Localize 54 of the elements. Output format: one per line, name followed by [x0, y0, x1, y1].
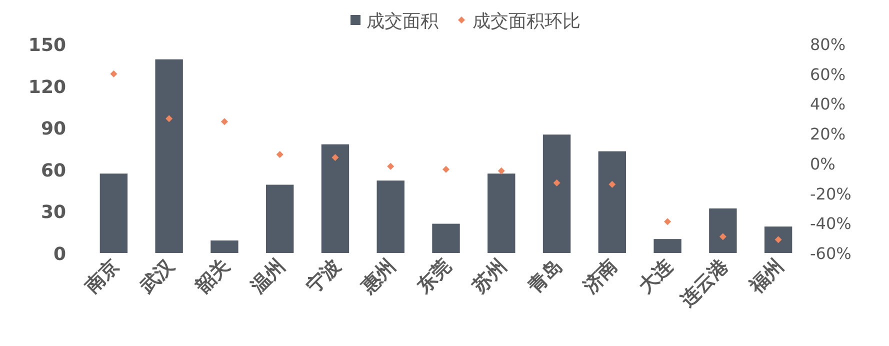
- y2-tick-label: 80%: [810, 35, 846, 54]
- point: [608, 180, 616, 188]
- x-tick-label: 韶关: [190, 254, 234, 298]
- point: [332, 154, 339, 161]
- x-tick-label: 苏州: [468, 254, 511, 298]
- y2-tick-label: -40%: [810, 214, 852, 234]
- x-tick-label: 武汉: [135, 254, 180, 298]
- x-tick-label: 东莞: [412, 254, 456, 298]
- y2-tick-label: 20%: [810, 124, 846, 144]
- x-tick-label: 温州: [246, 254, 290, 298]
- bar: [598, 151, 626, 253]
- point: [220, 118, 228, 126]
- legend-label: 成交面积: [366, 11, 438, 32]
- x-tick-label: 惠州: [357, 254, 400, 298]
- bar: [542, 134, 571, 253]
- bar: [100, 174, 128, 253]
- y-tick-label: 150: [28, 35, 66, 56]
- point: [498, 167, 505, 174]
- point: [110, 70, 118, 78]
- y-tick-label: 60: [40, 160, 66, 182]
- y-tick-label: 30: [40, 202, 66, 224]
- x-tick-label: 大连: [634, 254, 678, 298]
- point: [276, 150, 284, 158]
- point: [553, 179, 560, 186]
- legend-label: 成交面积环比: [472, 11, 580, 32]
- x-tick-label: 连云港: [676, 254, 734, 312]
- x-tick-label: 济南: [578, 254, 622, 298]
- y2-tick-label: -60%: [810, 244, 852, 263]
- x-tick-label: 青岛: [523, 254, 566, 298]
- y2-tick-label: 40%: [810, 94, 846, 114]
- y-tick-label: 90: [40, 118, 66, 140]
- point: [166, 115, 173, 122]
- bar: [376, 180, 404, 253]
- y2-tick-label: 60%: [810, 64, 846, 84]
- bar: [654, 239, 682, 253]
- x-tick-label: 宁波: [302, 254, 345, 298]
- bar: [488, 174, 516, 253]
- x-tick-label: 南京: [80, 254, 124, 298]
- bar: [210, 240, 238, 253]
- bar: [155, 59, 183, 253]
- x-tick-label: 福州: [744, 254, 788, 298]
- point: [719, 233, 726, 240]
- y-tick-label: 120: [28, 76, 66, 98]
- point: [664, 218, 672, 226]
- point: [387, 162, 394, 170]
- point: [442, 166, 450, 173]
- y-tick-label: 0: [53, 244, 66, 265]
- y2-tick-label: 0%: [810, 154, 836, 174]
- y2-tick-label: -20%: [810, 184, 852, 204]
- bar: [432, 224, 460, 253]
- bar: [709, 208, 737, 253]
- bar: [266, 184, 294, 253]
- bar: [764, 226, 792, 253]
- bar: [321, 144, 350, 253]
